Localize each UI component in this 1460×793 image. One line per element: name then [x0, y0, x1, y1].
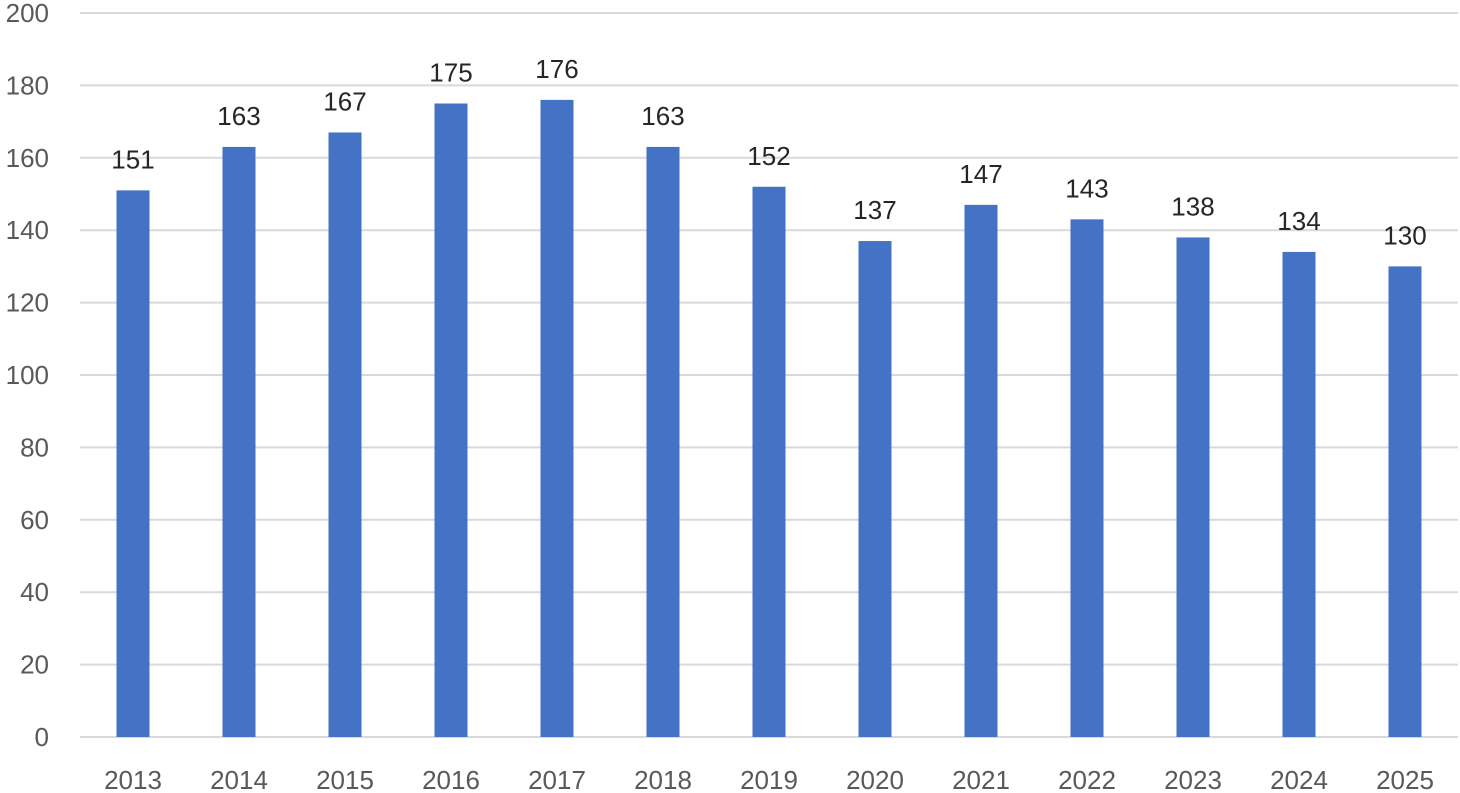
y-axis-tick-labels: 0 20 40 60 80 100 120 140 160 180 200 [6, 0, 49, 752]
y-tick-label: 120 [6, 288, 49, 318]
data-label: 175 [429, 58, 472, 88]
bar [1070, 219, 1104, 738]
x-tick-label: 2016 [422, 765, 480, 793]
bar [1388, 266, 1422, 737]
y-tick-label: 140 [6, 215, 49, 245]
data-label: 163 [641, 101, 684, 131]
x-tick-label: 2024 [1270, 765, 1328, 793]
y-tick-label: 200 [6, 0, 49, 28]
x-axis-tick-labels: 2013 2014 2015 2016 2017 2018 2019 2020 2021 2022… [104, 765, 1434, 793]
x-tick-label: 2018 [634, 765, 692, 793]
bar [434, 103, 468, 737]
bar [646, 146, 680, 737]
data-label: 130 [1383, 220, 1426, 250]
x-tick-label: 2019 [740, 765, 798, 793]
bar [964, 204, 998, 738]
y-tick-label: 40 [20, 577, 49, 607]
data-label: 151 [111, 144, 154, 174]
data-label: 163 [217, 101, 260, 131]
data-label: 176 [535, 54, 578, 84]
x-tick-label: 2017 [528, 765, 586, 793]
bar [1176, 237, 1210, 737]
data-label: 147 [959, 159, 1002, 189]
data-label: 143 [1065, 173, 1108, 203]
bar [540, 99, 574, 737]
y-tick-label: 20 [20, 650, 49, 680]
y-tick-label: 60 [20, 505, 49, 535]
bar [1282, 251, 1316, 738]
bar [222, 146, 256, 737]
x-tick-label: 2015 [316, 765, 374, 793]
bar [858, 241, 892, 737]
x-tick-label: 2014 [210, 765, 268, 793]
y-tick-label: 180 [6, 70, 49, 100]
bars [116, 99, 1422, 738]
x-tick-label: 2020 [846, 765, 904, 793]
y-tick-label: 0 [35, 722, 49, 752]
y-tick-label: 100 [6, 360, 49, 390]
y-tick-label: 80 [20, 432, 49, 462]
x-tick-label: 2025 [1376, 765, 1434, 793]
x-tick-label: 2013 [104, 765, 162, 793]
x-tick-label: 2023 [1164, 765, 1222, 793]
x-tick-label: 2021 [952, 765, 1010, 793]
data-label: 152 [747, 141, 790, 171]
data-label: 167 [323, 86, 366, 116]
bar [328, 132, 362, 737]
data-label: 138 [1171, 191, 1214, 221]
bar [116, 190, 150, 737]
data-label: 134 [1277, 206, 1320, 236]
data-label: 137 [853, 195, 896, 225]
y-tick-label: 160 [6, 143, 49, 173]
x-tick-label: 2022 [1058, 765, 1116, 793]
bar [752, 186, 786, 737]
data-labels: 151 163 167 175 176 163 152 137 147 143 138 134 130 [111, 54, 1426, 251]
